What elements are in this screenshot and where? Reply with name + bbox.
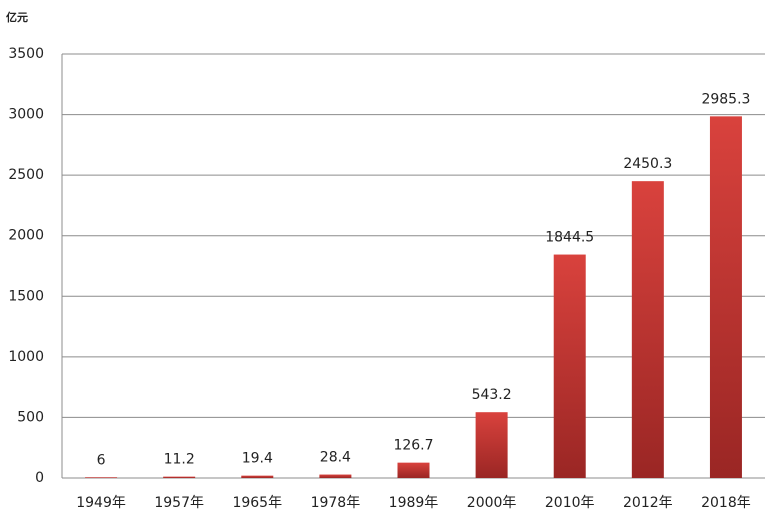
data-label: 126.7 (393, 438, 433, 454)
x-tick-label: 1978年 (311, 495, 361, 511)
y-axis-label: 亿元 (6, 10, 28, 24)
x-tick-label: 2012年 (623, 495, 673, 511)
data-label: 2985.3 (701, 91, 750, 107)
data-label: 11.2 (164, 452, 195, 468)
y-tick-label: 3500 (8, 46, 44, 62)
y-tick-label: 0 (35, 470, 44, 486)
bar (631, 181, 664, 479)
x-tick-label: 1949年 (76, 495, 126, 511)
bar (709, 116, 742, 478)
x-tick-label: 1957年 (154, 495, 204, 511)
x-tick-label: 2010年 (545, 495, 595, 511)
y-tick-label: 1000 (8, 349, 44, 365)
x-tick-label: 2000年 (467, 495, 517, 511)
x-tick-label: 2018年 (701, 495, 751, 511)
data-label: 6 (97, 452, 106, 468)
bar (241, 475, 274, 478)
data-label: 1844.5 (545, 230, 594, 246)
bar (85, 477, 118, 478)
bar (397, 462, 430, 478)
data-label: 2450.3 (623, 156, 672, 172)
data-label: 28.4 (320, 450, 351, 466)
bar (163, 476, 196, 478)
x-tick-label: 1965年 (232, 495, 282, 511)
bar (319, 474, 352, 478)
x-tick-label: 1989年 (389, 495, 439, 511)
y-tick-label: 1500 (8, 288, 44, 304)
data-label: 543.2 (472, 387, 512, 403)
bar (553, 254, 586, 478)
bar (475, 412, 508, 478)
y-tick-label: 500 (17, 409, 44, 425)
y-tick-label: 2000 (8, 228, 44, 244)
y-tick-label: 3000 (8, 107, 44, 123)
data-label: 19.4 (242, 451, 273, 467)
y-tick-label: 2500 (8, 167, 44, 183)
